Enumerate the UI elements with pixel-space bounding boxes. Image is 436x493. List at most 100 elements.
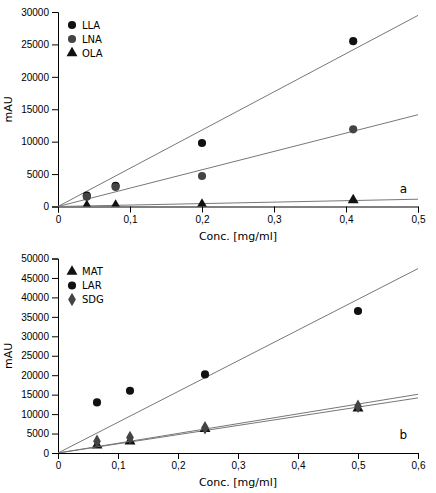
fit-line — [58, 15, 418, 206]
legend-item: SDG — [68, 293, 104, 306]
point — [201, 421, 209, 434]
tick-label: 45000 — [21, 273, 49, 284]
tick-mark — [130, 207, 131, 213]
point — [126, 431, 134, 444]
tick-label: 40000 — [21, 292, 49, 303]
point — [112, 183, 120, 191]
legend-label: LLA — [82, 20, 100, 31]
tick: 20000 — [21, 72, 58, 83]
tick-mark — [52, 453, 58, 454]
legend-symbol — [68, 35, 76, 43]
tick-label: 0,5 — [412, 214, 426, 225]
tick-mark — [238, 453, 239, 459]
legend: LLA LNA OLA — [67, 20, 103, 59]
tick-mark — [358, 453, 359, 459]
legend-symbol — [67, 47, 78, 56]
tick: 10000 — [21, 409, 58, 420]
annotation: b — [400, 428, 408, 442]
legend-item: LLA — [68, 20, 100, 31]
tick-mark — [52, 77, 58, 78]
tick-label: 0 — [56, 460, 62, 471]
tick-label: 0 — [43, 448, 49, 459]
tick: 0,3 — [268, 207, 282, 225]
tick-label: 0,4 — [340, 214, 354, 225]
legend: MAT LAR SDG — [67, 265, 104, 306]
legend-label: OLA — [82, 48, 103, 59]
tick: 0,3 — [232, 453, 246, 471]
point — [93, 435, 101, 448]
tick-mark — [52, 278, 58, 279]
point — [198, 139, 206, 147]
tick: 10000 — [21, 136, 58, 147]
legend-item: MAT — [67, 265, 104, 277]
point — [348, 194, 359, 203]
tick-label: 0,3 — [268, 214, 282, 225]
legend-symbol — [68, 293, 76, 306]
point — [81, 200, 92, 207]
axis-line — [59, 454, 419, 460]
tick: 30000 — [21, 7, 58, 18]
tick: 40000 — [21, 292, 58, 303]
tick: 0 — [43, 201, 58, 212]
tick: 50000 — [21, 253, 58, 264]
fit-line — [58, 199, 418, 206]
tick-label: 0,2 — [196, 214, 210, 225]
tick-mark — [52, 174, 58, 175]
tick-mark — [346, 207, 347, 213]
tick-mark — [52, 297, 58, 298]
tick-label: 0,1 — [112, 460, 126, 471]
tick-label: 5000 — [27, 428, 50, 439]
fit-line — [58, 269, 418, 453]
tick: 0,6 — [412, 453, 426, 471]
tick-label: 10000 — [21, 136, 49, 147]
tick: 5000 — [27, 428, 58, 439]
tick-label: 0,4 — [292, 460, 306, 471]
tick-label: 20000 — [21, 370, 49, 381]
tick-label: 10000 — [21, 409, 49, 420]
tick-mark — [52, 414, 58, 415]
point — [349, 37, 357, 45]
legend-label: LNA — [82, 34, 102, 45]
tick-mark — [52, 12, 58, 13]
tick-mark — [52, 317, 58, 318]
tick: 15000 — [21, 104, 58, 115]
tick-label: 35000 — [21, 312, 49, 323]
tick: 0 — [43, 448, 58, 459]
tick: 0 — [56, 207, 62, 225]
tick: 0,1 — [112, 453, 126, 471]
tick-label: 30000 — [21, 331, 49, 342]
tick-label: 30000 — [21, 7, 49, 18]
legend-label: MAT — [82, 266, 104, 277]
tick-label: 0,5 — [352, 460, 366, 471]
tick-mark — [202, 207, 203, 213]
point — [93, 398, 101, 406]
panel: 00,10,20,30,40,5050001000015000200002500… — [2, 7, 426, 243]
fit-line — [58, 394, 418, 453]
tick: 0,5 — [352, 453, 366, 471]
legend-label: LAR — [82, 280, 102, 291]
tick-mark — [52, 259, 58, 260]
tick: 0,2 — [172, 453, 186, 471]
annotation: a — [400, 182, 407, 196]
tick: 5000 — [27, 169, 58, 180]
tick-label: 25000 — [21, 350, 49, 361]
tick: 0,2 — [196, 207, 210, 225]
legend-symbol — [68, 21, 76, 29]
axis-line — [52, 13, 59, 208]
y-axis-title: mAU — [2, 96, 15, 122]
point — [201, 370, 209, 378]
legend-item: LAR — [68, 280, 102, 291]
tick: 15000 — [21, 389, 58, 400]
tick-mark — [52, 109, 58, 110]
chart: 0 0,1 0,2 0,3 0,4 0,5 0 5000 10000 15000 20000 2500… — [0, 0, 436, 493]
tick-label: 0 — [43, 201, 49, 212]
tick-mark — [52, 434, 58, 435]
tick-mark — [52, 336, 58, 337]
legend-symbol — [67, 265, 78, 274]
legend-label: SDG — [82, 294, 104, 305]
point — [110, 199, 121, 206]
tick-label: 0 — [56, 214, 62, 225]
y-axis: 0 5000 10000 15000 20000 25000 30000 35000 40000… — [21, 253, 58, 459]
tick-mark — [52, 207, 58, 208]
tick-mark — [52, 142, 58, 143]
